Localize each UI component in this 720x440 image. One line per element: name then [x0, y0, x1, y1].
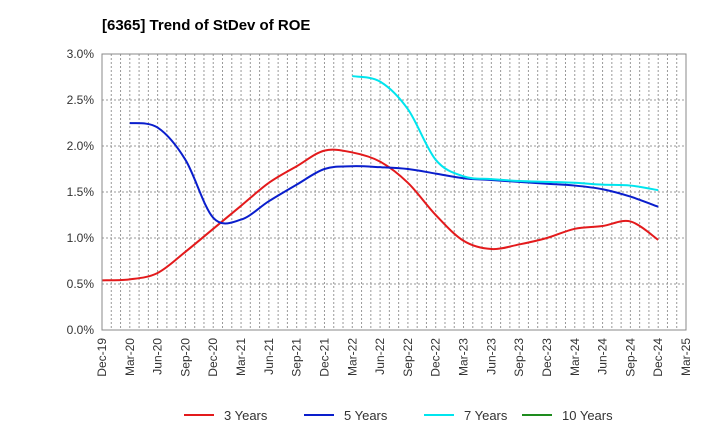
x-tick-label: Mar-22: [345, 338, 359, 376]
chart-title: [6365] Trend of StDev of ROE: [102, 17, 310, 34]
legend-label-10-years: 10 Years: [562, 408, 613, 423]
x-tick-label: Dec-24: [651, 338, 665, 377]
x-tick-label: Jun-20: [151, 338, 165, 375]
legend-label-7-years: 7 Years: [464, 408, 508, 423]
x-tick-label: Dec-19: [95, 338, 109, 377]
x-tick-label: Dec-21: [317, 338, 331, 377]
series-line-3-years: [101, 148, 659, 282]
x-tick-label: Sep-24: [623, 338, 637, 377]
y-tick-label: 2.5%: [67, 93, 95, 107]
series-line-5-years: [129, 122, 659, 225]
x-tick-label: Mar-25: [679, 338, 693, 376]
plot-frame: [101, 53, 687, 331]
series-line-7-years: [352, 75, 659, 192]
y-tick-label: 1.0%: [67, 231, 95, 245]
x-tick-label: Sep-23: [512, 338, 526, 377]
legend-label-3-years: 3 Years: [224, 408, 268, 423]
y-axis-ticks: 0.0% 0.5% 1.0% 1.5% 2.0% 2.5% 3.0%: [67, 47, 95, 337]
y-tick-label: 1.5%: [67, 185, 95, 199]
x-tick-label: Sep-21: [290, 338, 304, 377]
legend: 3 Years 5 Years 7 Years 10 Years: [184, 408, 613, 423]
x-tick-label: Jun-23: [484, 338, 498, 375]
x-tick-label: Mar-24: [568, 338, 582, 376]
x-tick-label: Dec-23: [540, 338, 554, 377]
y-tick-label: 3.0%: [67, 47, 95, 61]
x-tick-label: Sep-20: [178, 338, 192, 377]
x-tick-label: Mar-23: [457, 338, 471, 376]
x-tick-label: Dec-20: [206, 338, 220, 377]
x-tick-label: Jun-22: [373, 338, 387, 375]
x-tick-label: Sep-22: [401, 338, 415, 377]
x-tick-label: Jun-21: [262, 338, 276, 375]
y-tick-label: 2.0%: [67, 139, 95, 153]
series-lines: [101, 75, 659, 282]
x-tick-label: Jun-24: [596, 338, 610, 375]
x-axis-ticks: Dec-19 Mar-20 Jun-20 Sep-20 Dec-20 Mar-21 Jun-…: [95, 338, 693, 377]
plot-grid: [101, 53, 687, 331]
x-tick-label: Mar-21: [234, 338, 248, 376]
x-tick-label: Mar-20: [123, 338, 137, 376]
y-tick-label: 0.0%: [67, 323, 95, 337]
x-tick-label: Dec-22: [429, 338, 443, 377]
legend-label-5-years: 5 Years: [344, 408, 388, 423]
y-tick-label: 0.5%: [67, 277, 95, 291]
